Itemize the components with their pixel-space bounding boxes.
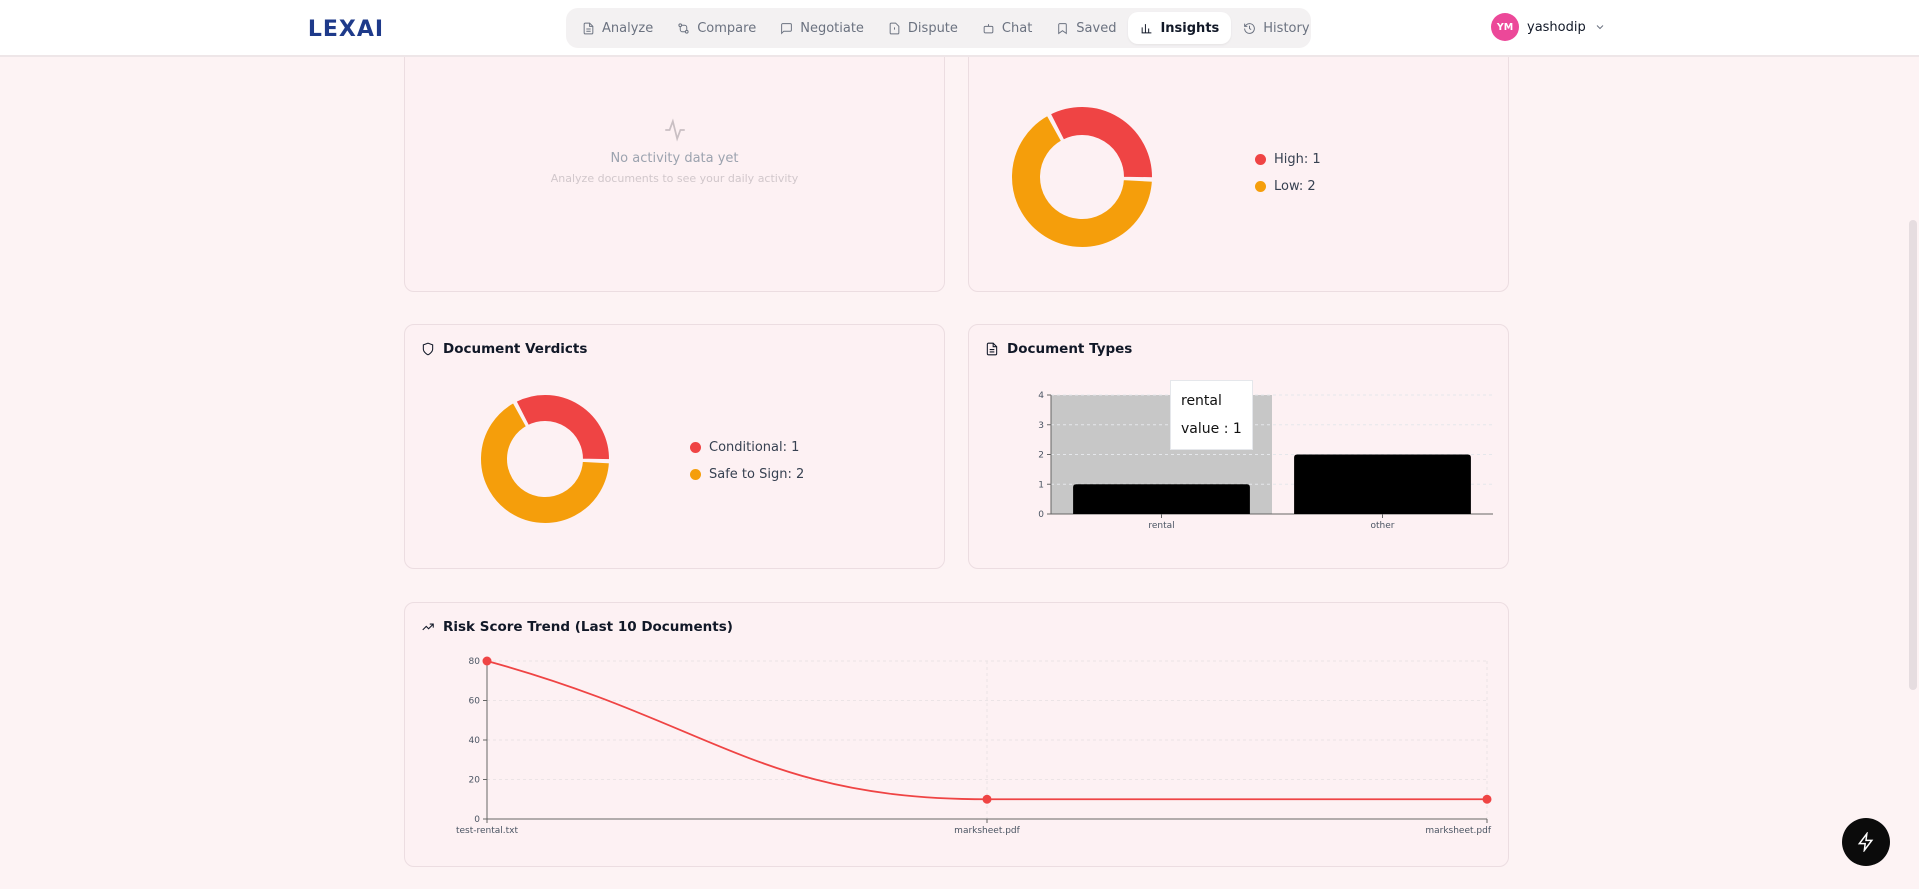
y-tick-label: 0 [474,815,480,825]
card-title: Risk Score Trend (Last 10 Documents) [421,619,733,635]
message-square-icon [781,22,793,35]
user-menu[interactable]: YM yashodip [1491,13,1606,41]
bookmark-icon [1058,22,1068,34]
risk-legend: High: 1 Low: 2 [1255,152,1321,194]
shield-icon [422,342,434,356]
donut-slice-high [1048,105,1154,180]
trend-line-chart: 0 20 40 60 80 test-rental.txt marksheet.pdf mar… [456,656,1492,836]
bar-rental [1073,484,1250,514]
card-title-text: Document Types [1007,341,1133,357]
legend-swatch [690,469,701,480]
top-header: LEXAI Analyze Compare Negotiate Dispute … [0,0,1919,56]
empty-message: No activity data yet [610,151,739,166]
git-compare-icon [678,22,689,34]
legend-label: Conditional: 1 [709,440,800,455]
x-tick-label: rental [1148,521,1174,531]
tooltip-value: value : 1 [1181,421,1242,437]
file-warning-icon [889,22,900,34]
nav-insights[interactable]: Insights [1128,12,1232,44]
verdict-donut-chart [479,393,611,525]
y-tick-label: 1 [1038,480,1044,490]
y-tick-label: 60 [469,697,481,707]
x-tick-label: marksheet.pdf [1425,826,1491,836]
nav-label: Negotiate [800,20,864,36]
donut-slice-conditional [514,393,611,462]
nav-label: Saved [1076,20,1117,36]
document-types-card: Document Types 0 1 2 3 4 rental other rental v… [968,324,1509,569]
legend-item: Low: 2 [1255,179,1321,194]
legend-item: Safe to Sign: 2 [690,467,804,482]
legend-label: High: 1 [1274,152,1321,167]
nav-label: Analyze [602,20,654,36]
main-nav: Analyze Compare Negotiate Dispute Chat S… [566,8,1311,48]
y-tick-label: 80 [469,657,481,667]
card-title-text: Document Verdicts [443,341,588,357]
risk-trend-card: Risk Score Trend (Last 10 Documents) 0 20… [404,602,1509,867]
nav-saved[interactable]: Saved [1044,12,1128,44]
nav-analyze[interactable]: Analyze [570,12,665,44]
y-tick-label: 0 [1038,510,1044,520]
verdict-legend: Conditional: 1 Safe to Sign: 2 [690,440,804,482]
scrollbar-thumb[interactable] [1909,220,1917,690]
card-title-text: Risk Score Trend (Last 10 Documents) [443,619,733,635]
nav-label: Compare [697,20,757,36]
y-tick-label: 3 [1038,421,1044,431]
risk-distribution-card: High: 1 Low: 2 [968,30,1509,292]
lexai-logo-icon: LEXAI [302,14,390,42]
risk-donut-chart [1010,105,1154,249]
app-logo[interactable]: LEXAI [302,12,390,44]
card-title: Document Verdicts [421,341,587,357]
nav-dispute[interactable]: Dispute [876,12,970,44]
y-tick-label: 40 [469,736,481,746]
data-point [1482,794,1492,804]
legend-item: Conditional: 1 [690,440,804,455]
nav-negotiate[interactable]: Negotiate [768,12,876,44]
nav-label: History [1263,20,1310,36]
legend-swatch [1255,181,1266,192]
x-tick-label: test-rental.txt [456,826,519,836]
donut-slice-safe-to-sign [479,400,611,525]
y-tick-label: 2 [1038,451,1044,461]
chevron-down-icon [1596,25,1604,30]
activity-icon [664,118,685,142]
card-title: Document Types [985,341,1132,357]
quick-action-button[interactable] [1842,818,1890,866]
nav-label: Insights [1160,20,1220,36]
zap-icon [1857,832,1874,852]
legend-label: Safe to Sign: 2 [709,467,805,482]
trending-up-icon [422,623,434,631]
chart-tooltip: rental value : 1 [1170,380,1253,450]
empty-state: No activity data yet Analyze documents t… [405,117,944,185]
legend-swatch [690,442,701,453]
donut-slice-low [1010,113,1154,249]
daily-activity-card: No activity data yet Analyze documents t… [404,30,945,292]
nav-chat[interactable]: Chat [970,12,1044,44]
nav-label: Dispute [907,20,958,36]
bar-chart-icon [1142,23,1152,33]
file-text-icon [986,342,998,356]
y-tick-label: 4 [1038,391,1044,401]
empty-subtext: Analyze documents to see your daily acti… [550,172,799,185]
user-name: yashodip [1527,19,1586,35]
bot-icon [983,23,994,33]
bar-other [1294,454,1471,514]
nav-compare[interactable]: Compare [665,12,768,44]
legend-label: Low: 2 [1274,179,1316,194]
data-point [982,794,992,804]
y-tick-label: 20 [469,776,481,786]
x-tick-label: marksheet.pdf [954,826,1020,836]
legend-swatch [1255,154,1266,165]
data-point [482,656,492,666]
history-icon [1244,22,1256,34]
nav-label: Chat [1001,20,1033,36]
file-text-icon [583,22,594,34]
legend-item: High: 1 [1255,152,1321,167]
types-bar-chart: 0 1 2 3 4 rental other [1038,391,1493,531]
document-verdicts-card: Document Verdicts Conditional: 1 Safe to… [404,324,945,569]
tooltip-name: rental [1181,393,1222,409]
avatar: YM [1491,13,1519,41]
x-tick-label: other [1371,521,1395,531]
nav-history[interactable]: History [1231,12,1321,44]
svg-text:LEXAI: LEXAI [308,17,384,42]
